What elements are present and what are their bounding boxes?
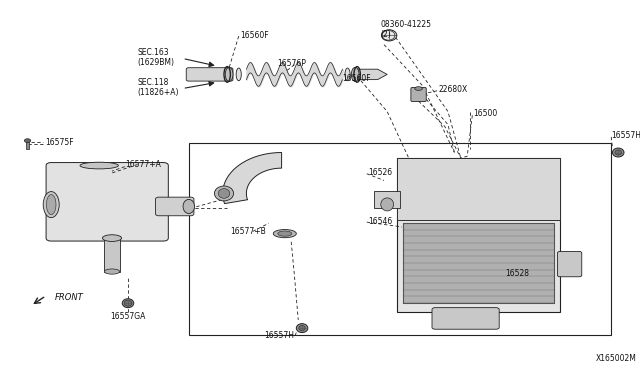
Text: 16557GA: 16557GA: [110, 312, 146, 321]
Text: 16577+B: 16577+B: [230, 227, 266, 236]
Ellipse shape: [615, 150, 621, 155]
Ellipse shape: [218, 189, 230, 198]
Text: 16546: 16546: [368, 217, 392, 226]
Bar: [374, 191, 400, 208]
Text: 16560F: 16560F: [342, 74, 371, 83]
Ellipse shape: [381, 30, 397, 41]
Text: FRONT: FRONT: [54, 293, 83, 302]
Bar: [397, 158, 560, 220]
Bar: [26, 141, 29, 149]
Text: 22680X: 22680X: [438, 85, 468, 94]
Ellipse shape: [102, 235, 122, 241]
Ellipse shape: [80, 162, 118, 169]
Text: SEC.118
(11826+A): SEC.118 (11826+A): [138, 78, 179, 97]
Ellipse shape: [124, 300, 132, 306]
Ellipse shape: [47, 195, 56, 215]
Text: 16526: 16526: [368, 169, 392, 177]
FancyBboxPatch shape: [557, 251, 582, 277]
Ellipse shape: [612, 148, 624, 157]
Ellipse shape: [299, 326, 305, 331]
Bar: [397, 158, 560, 312]
Ellipse shape: [278, 231, 292, 236]
Ellipse shape: [122, 299, 134, 308]
Bar: [403, 223, 554, 303]
Bar: [189, 143, 611, 335]
FancyBboxPatch shape: [186, 68, 233, 81]
Ellipse shape: [296, 324, 308, 333]
Ellipse shape: [44, 192, 60, 218]
Text: SEC.163
(1629BM): SEC.163 (1629BM): [138, 48, 175, 67]
FancyBboxPatch shape: [411, 87, 426, 102]
Polygon shape: [223, 153, 282, 203]
Ellipse shape: [273, 230, 296, 238]
Text: X165002M: X165002M: [596, 354, 637, 363]
Bar: [104, 236, 120, 272]
Bar: [403, 223, 554, 303]
Polygon shape: [355, 69, 387, 80]
Ellipse shape: [381, 198, 394, 211]
Ellipse shape: [183, 199, 195, 214]
FancyBboxPatch shape: [46, 163, 168, 241]
Text: 16557H: 16557H: [264, 331, 294, 340]
Text: 16557H: 16557H: [611, 131, 640, 140]
Text: 16500: 16500: [474, 109, 498, 118]
FancyBboxPatch shape: [432, 308, 499, 329]
Text: 16575F: 16575F: [45, 138, 74, 147]
Ellipse shape: [351, 67, 359, 81]
Text: 16528: 16528: [506, 269, 530, 278]
Text: 16577+A: 16577+A: [125, 160, 161, 169]
Ellipse shape: [415, 87, 422, 90]
Text: 16560F: 16560F: [240, 31, 269, 40]
Text: 08360-41225
(2): 08360-41225 (2): [381, 20, 432, 39]
Ellipse shape: [345, 68, 350, 81]
Ellipse shape: [236, 68, 241, 81]
Ellipse shape: [24, 139, 31, 142]
Ellipse shape: [104, 269, 120, 274]
Ellipse shape: [214, 186, 234, 201]
FancyBboxPatch shape: [156, 197, 194, 216]
Text: 16576P: 16576P: [276, 59, 306, 68]
Ellipse shape: [225, 67, 233, 81]
